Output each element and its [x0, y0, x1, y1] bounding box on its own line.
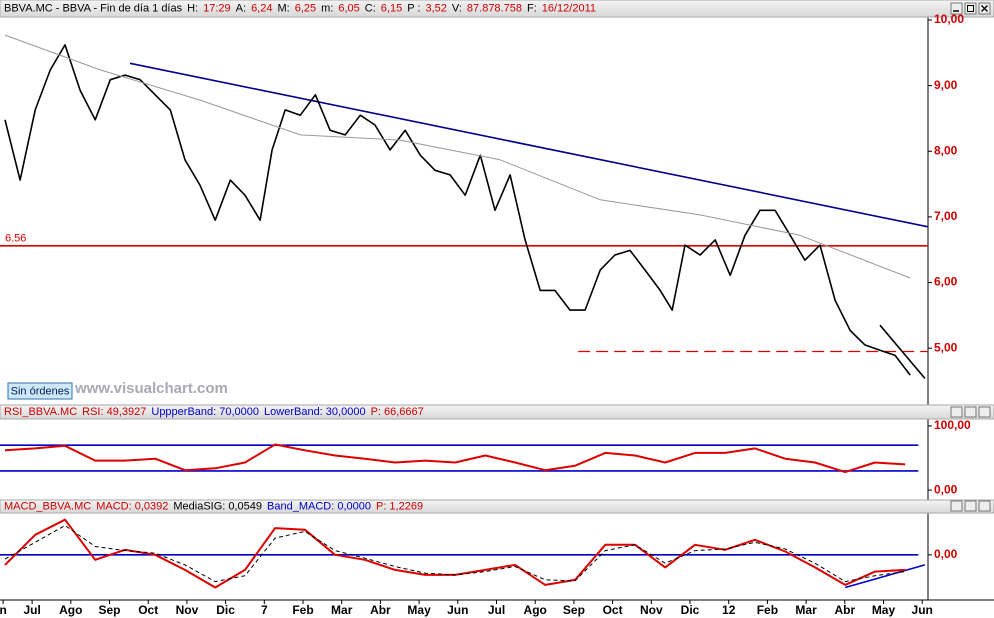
x-tick-label: Nov — [640, 603, 663, 617]
y-tick-label: 8,00 — [934, 143, 958, 157]
x-tick-label: Jul — [23, 603, 40, 617]
header-item: P: 1,2269 — [376, 500, 423, 512]
y-tick-label: 7,00 — [934, 209, 958, 223]
header-item: 16/12/2011 — [542, 2, 596, 14]
x-tick-label: Feb — [757, 603, 778, 617]
x-tick-label: Oct — [603, 603, 623, 617]
level-label: 6.56 — [5, 233, 26, 245]
y-tick-label: 5,00 — [934, 340, 958, 354]
header-item: M: — [277, 2, 289, 14]
header-item: m: — [321, 2, 333, 14]
panel-header: RSI_BBVA.MC RSI: 49,3927 UppperBand: 70,00… — [4, 406, 424, 418]
y-tick-label: 6,00 — [934, 275, 958, 289]
x-tick-label: n — [0, 603, 7, 617]
header-item: 6,15 — [381, 2, 402, 14]
x-tick-label: Sep — [563, 603, 585, 617]
header-item: 87.878.758 — [467, 2, 522, 14]
window-buttons[interactable] — [950, 406, 991, 418]
header-item: MediaSIG: 0,0549 — [173, 500, 262, 512]
x-tick-label: May — [407, 603, 431, 617]
header-item: 17:29 — [203, 2, 231, 14]
header-bar — [0, 0, 994, 18]
header-item: RSI_BBVA.MC — [4, 406, 77, 418]
orders-button[interactable]: Sin órdenes — [7, 382, 73, 400]
header-item: 6,05 — [338, 2, 359, 14]
header-item: P: 66,6667 — [371, 406, 424, 418]
minimize-button[interactable] — [950, 500, 963, 512]
x-tick-label: Mar — [795, 603, 817, 617]
header-item: H: — [187, 2, 198, 14]
header-item: 3,52 — [425, 2, 446, 14]
y-tick-label: 10,00 — [934, 12, 964, 26]
header-item: C: — [365, 2, 376, 14]
reference-line — [879, 324, 926, 379]
series-line — [4, 525, 906, 583]
series-line — [4, 443, 906, 474]
icon — [981, 5, 988, 12]
header-item: 6,25 — [295, 2, 316, 14]
panel-header: MACD_BBVA.MC MACD: 0,0392 MediaSIG: 0,0549… — [4, 500, 423, 512]
x-tick-label: 7 — [261, 603, 268, 617]
x-tick-label: Ago — [524, 603, 547, 617]
minimize-button[interactable] — [950, 2, 963, 15]
x-tick-label: Feb — [292, 603, 313, 617]
x-tick-label: Sep — [99, 603, 121, 617]
x-tick-label: Jun — [912, 603, 933, 617]
x-tick-label: Dic — [681, 603, 700, 617]
x-tick-label: Ago — [59, 603, 82, 617]
reference-line — [129, 62, 929, 228]
series-line — [4, 44, 911, 376]
panel-header: BBVA.MC - BBVA - Fin de día 1 días H: 17:2… — [4, 2, 596, 14]
window-buttons[interactable] — [950, 500, 991, 512]
x-tick-label: Nov — [176, 603, 199, 617]
header-item: 6,24 — [251, 2, 272, 14]
icon — [967, 5, 974, 12]
minimize-button[interactable] — [950, 406, 963, 418]
x-tick-label: May — [872, 603, 896, 617]
header-item: V: — [452, 2, 462, 14]
header-item: MACD: 0,0392 — [96, 500, 168, 512]
close-button[interactable] — [978, 500, 991, 512]
header-item: A: — [236, 2, 246, 14]
header-item: P : — [407, 2, 420, 14]
x-tick-label: Abr — [834, 603, 855, 617]
x-tick-label: Dic — [216, 603, 235, 617]
x-tick-label: Jun — [447, 603, 468, 617]
y-tick-label: 9,00 — [934, 78, 958, 92]
x-tick-label: Jul — [488, 603, 505, 617]
y-tick-label: 100,00 — [934, 418, 971, 432]
header-item: Band_MACD: 0,0000 — [267, 500, 371, 512]
series-line — [4, 34, 911, 279]
watermark: www.visualchart.com — [74, 380, 228, 397]
window-buttons[interactable] — [950, 2, 991, 15]
header-item: UppperBand: 70,0000 — [151, 406, 259, 418]
x-tick-label: Abr — [370, 603, 391, 617]
maximize-button[interactable] — [964, 2, 977, 15]
header-item: F: — [527, 2, 537, 14]
header-item: MACD_BBVA.MC — [4, 500, 91, 512]
y-tick-label: 0,00 — [934, 482, 958, 496]
maximize-button[interactable] — [964, 500, 977, 512]
y-tick-label: 0,00 — [934, 547, 958, 561]
reference-line — [844, 564, 926, 589]
header-item: LowerBand: 30,0000 — [264, 406, 366, 418]
x-tick-label: 12 — [722, 603, 736, 617]
button-label[interactable]: Sin órdenes — [11, 385, 70, 397]
button-box[interactable] — [7, 382, 73, 400]
close-button[interactable] — [978, 406, 991, 418]
x-tick-label: Oct — [138, 603, 158, 617]
header-item: RSI: 49,3927 — [82, 406, 146, 418]
maximize-button[interactable] — [964, 406, 977, 418]
header-bar — [0, 499, 994, 514]
x-tick-label: Mar — [331, 603, 353, 617]
header-bar — [0, 404, 994, 420]
header-item: BBVA.MC - BBVA - Fin de día 1 días — [4, 2, 183, 14]
